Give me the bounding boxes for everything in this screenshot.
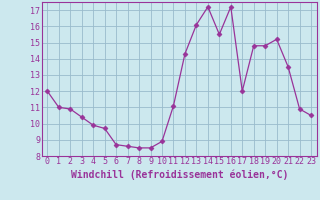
X-axis label: Windchill (Refroidissement éolien,°C): Windchill (Refroidissement éolien,°C) xyxy=(70,169,288,180)
